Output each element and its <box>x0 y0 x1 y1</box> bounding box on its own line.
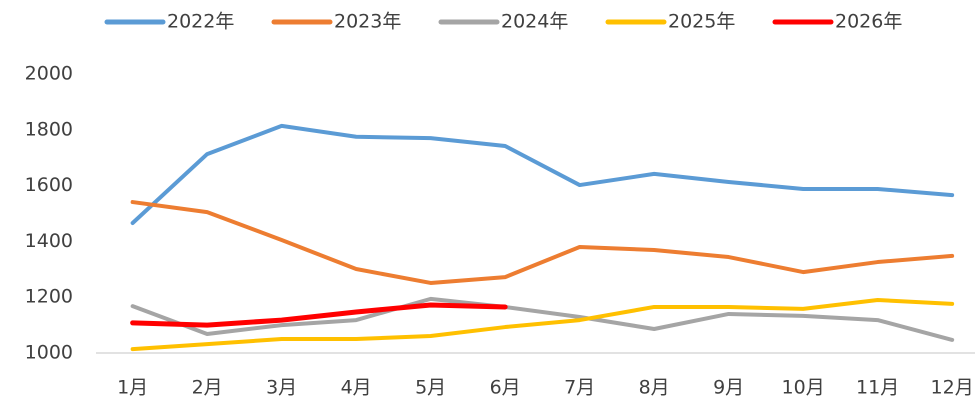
x-tick-label: 10月 <box>782 377 825 399</box>
legend-label: 2023年 <box>334 11 401 33</box>
x-tick-label: 6月 <box>490 377 521 399</box>
y-tick-label: 1400 <box>25 230 73 252</box>
legend-label: 2025年 <box>668 11 735 33</box>
x-tick-label: 4月 <box>341 377 372 399</box>
x-tick-label: 12月 <box>931 377 974 399</box>
line-series <box>130 302 508 328</box>
x-tick-label: 5月 <box>415 377 446 399</box>
x-tick-label: 8月 <box>639 377 670 399</box>
legend-label: 2024年 <box>501 11 568 33</box>
x-tick-label: 11月 <box>856 377 899 399</box>
line-series <box>130 297 955 352</box>
y-tick-label: 1600 <box>25 174 73 196</box>
legend-label: 2026年 <box>835 11 902 33</box>
x-tick-label: 7月 <box>564 377 595 399</box>
y-tick-label: 1000 <box>25 342 73 364</box>
x-tick-label: 9月 <box>713 377 744 399</box>
legend-label: 2022年 <box>167 11 234 33</box>
line-series <box>130 200 955 285</box>
x-tick-label: 2月 <box>192 377 223 399</box>
x-tick-label: 1月 <box>117 377 148 399</box>
line-series <box>130 123 955 225</box>
x-tick-label: 3月 <box>266 377 297 399</box>
y-tick-label: 2000 <box>25 63 73 85</box>
y-tick-label: 1800 <box>25 118 73 140</box>
line-series <box>130 296 955 342</box>
y-tick-label: 1200 <box>25 286 73 308</box>
